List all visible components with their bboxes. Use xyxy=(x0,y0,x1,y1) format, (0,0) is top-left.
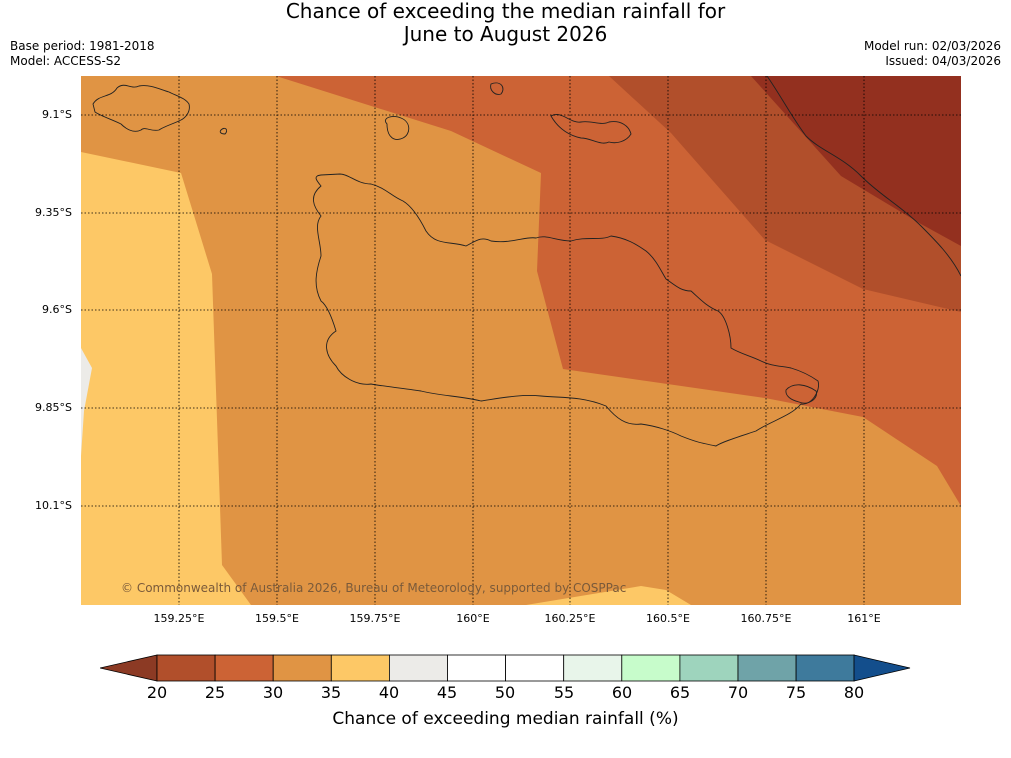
island-outline-nggela xyxy=(550,114,632,144)
colorbar xyxy=(100,654,911,682)
gridlines xyxy=(81,76,961,605)
colorbar-under-arrow xyxy=(100,654,158,682)
region-40-45 xyxy=(81,348,92,456)
colorbar-tick: 35 xyxy=(320,683,342,702)
lon-label: 159.5°E xyxy=(255,612,299,625)
colorbar-bin xyxy=(272,654,332,682)
colorbar-bin xyxy=(737,654,797,682)
colorbar-tick: 30 xyxy=(262,683,284,702)
colorbar-tick: 65 xyxy=(669,683,691,702)
copyright-text: © Commonwealth of Australia 2026, Bureau… xyxy=(121,581,626,595)
chart-title: Chance of exceeding the median rainfall … xyxy=(0,0,1011,46)
forecast-map: © Commonwealth of Australia 2026, Bureau… xyxy=(81,76,961,605)
island-outline-small xyxy=(385,115,410,140)
title-line-1: Chance of exceeding the median rainfall … xyxy=(285,0,726,23)
model-run: Model run: 02/03/2026 xyxy=(863,39,1001,53)
meta-right: Model run: 02/03/2026 Issued: 04/03/2026 xyxy=(864,39,1001,69)
colorbar-tick: 80 xyxy=(843,683,865,702)
colorbar-tick: 60 xyxy=(611,683,633,702)
colorbar-tick: 25 xyxy=(204,683,226,702)
colorbar-label: Chance of exceeding median rainfall (%) xyxy=(332,709,679,729)
lon-label: 160.5°E xyxy=(646,612,690,625)
title-line-2: June to August 2026 xyxy=(403,22,608,46)
colorbar-over-arrow xyxy=(853,654,911,682)
islet-outline-east xyxy=(785,384,817,404)
region-15-20 xyxy=(751,76,961,246)
lat-label: 9.35°S xyxy=(35,206,72,219)
colorbar-bin xyxy=(214,654,274,682)
lon-label: 160.75°E xyxy=(740,612,792,625)
lon-label: 160.25°E xyxy=(544,612,596,625)
colorbar-tick: 70 xyxy=(727,683,749,702)
colorbar-tick: 75 xyxy=(785,683,807,702)
lon-label: 161°E xyxy=(847,612,881,625)
colorbar-bin xyxy=(505,654,565,682)
lat-label: 9.6°S xyxy=(42,303,72,316)
lat-label: 9.85°S xyxy=(35,401,72,414)
lon-label: 160°E xyxy=(456,612,490,625)
colorbar-tick: 40 xyxy=(378,683,400,702)
region-35-40 xyxy=(81,152,251,605)
region-35-40-south xyxy=(526,586,691,605)
meta-left: Base period: 1981-2018 Model: ACCESS-S2 xyxy=(10,39,155,69)
islet-outline xyxy=(219,127,228,135)
colorbar-bin xyxy=(795,654,855,682)
islet-outline-2 xyxy=(490,82,504,95)
colorbar-bin xyxy=(679,654,739,682)
colorbar-bin xyxy=(388,654,448,682)
island-outline-main xyxy=(313,173,819,447)
colorbar-tick: 45 xyxy=(436,683,458,702)
coastline-malaita xyxy=(766,76,961,277)
lat-label: 9.1°S xyxy=(42,108,72,121)
colorbar-bin xyxy=(447,654,506,682)
colorbar-bin xyxy=(563,654,623,682)
model-name: Model: ACCESS-S2 xyxy=(10,54,122,68)
lon-label: 159.75°E xyxy=(349,612,401,625)
base-period: Base period: 1981-2018 xyxy=(10,39,155,53)
colorbar-bins xyxy=(156,654,855,682)
issued-date: Issued: 04/03/2026 xyxy=(885,54,1001,68)
colorbar-tick: 50 xyxy=(494,683,516,702)
colorbar-bin xyxy=(621,654,681,682)
colorbar-bin xyxy=(330,654,390,682)
colorbar-bin xyxy=(156,654,216,682)
lat-label: 10.1°S xyxy=(35,499,72,512)
colorbar-tick: 55 xyxy=(553,683,575,702)
colorbar-tick: 20 xyxy=(146,683,168,702)
lon-label: 159.25°E xyxy=(153,612,205,625)
